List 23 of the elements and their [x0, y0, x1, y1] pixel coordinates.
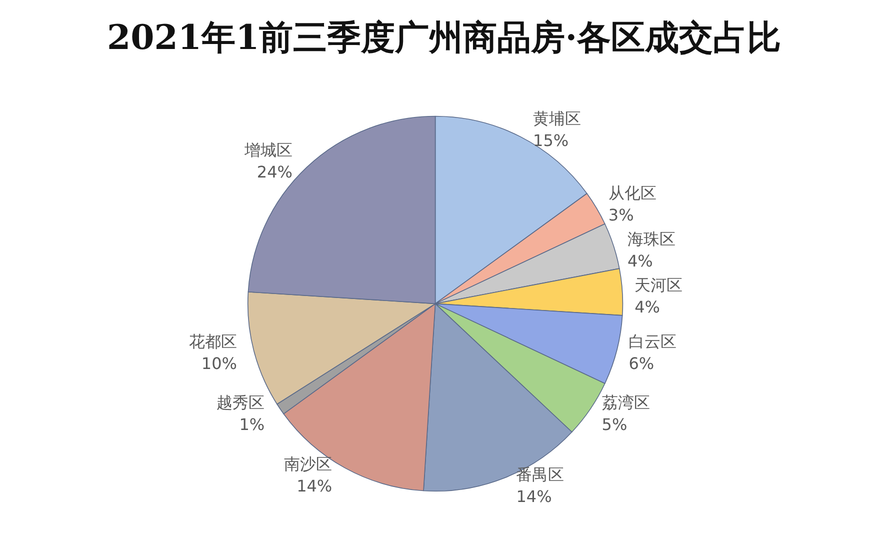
slice-label: 白云区 [628, 332, 677, 351]
data-label: 5% [602, 415, 628, 434]
slice-label: 番禺区 [516, 464, 564, 484]
data-label: 4% [634, 298, 660, 317]
slice-label: 天河区 [634, 276, 683, 295]
data-label: 10% [201, 354, 237, 373]
data-label: 6% [628, 354, 654, 373]
chart-title: 2021年1前三季度广州商品房·各区成交占比 [106, 18, 782, 58]
data-label: 3% [608, 206, 634, 225]
slice-label: 从化区 [608, 184, 656, 203]
slice-label: 南沙区 [284, 454, 332, 474]
slice-label: 花都区 [188, 332, 237, 351]
slice-label: 增城区 [243, 140, 292, 160]
data-label: 4% [627, 252, 653, 271]
slice-label: 海珠区 [627, 230, 676, 249]
data-label: 24% [256, 162, 292, 182]
data-label: 14% [516, 486, 552, 506]
slice-label: 荔湾区 [602, 393, 650, 412]
slice-label: 越秀区 [216, 393, 265, 412]
data-label: 15% [533, 131, 569, 150]
slice-label: 黄埔区 [533, 109, 582, 128]
data-label: 1% [239, 415, 265, 434]
data-label: 14% [296, 476, 332, 496]
